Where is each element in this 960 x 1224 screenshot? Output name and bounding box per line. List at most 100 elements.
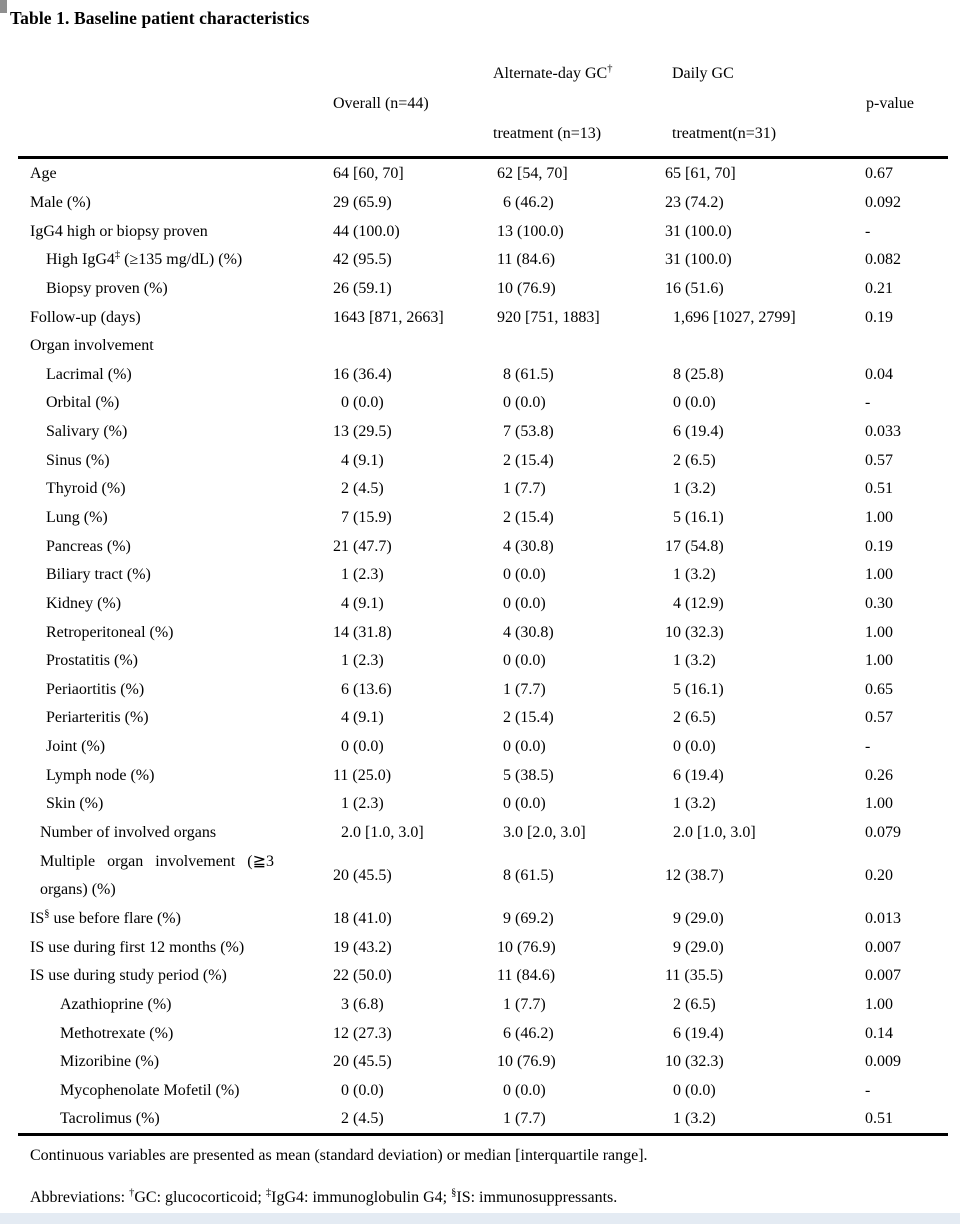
cell-overall: 1 (2.3) (341, 652, 384, 670)
row-label: Retroperitoneal (%) (46, 623, 174, 641)
cell-daily: 5 (16.1) (673, 509, 724, 526)
cell-daily: 0 (0.0) (673, 1081, 716, 1099)
cell-overall: 2 (4.5) (341, 480, 384, 498)
cell-alternate-day: 0 (0.0) (503, 566, 546, 584)
row-label: High IgG4‡ (≥135 mg/dL) (%) (46, 249, 243, 269)
cell-daily: 6 (19.4) (673, 423, 724, 441)
cell-p-value: 0.30 (865, 594, 893, 612)
cell-p-value: 0.013 (865, 909, 901, 927)
row-label: IS use during study period (%) (30, 967, 227, 985)
table-bottom-rule (18, 1133, 948, 1136)
cell-daily: 10 (32.3) (665, 623, 724, 641)
row-label: Pancreas (%) (46, 537, 131, 555)
cell-overall: 16 (36.4) (333, 365, 392, 383)
cell-daily: 6 (19.4) (673, 1024, 724, 1042)
cell-daily: 11 (35.5) (665, 967, 724, 985)
cell-alternate-day: 10 (76.9) (497, 938, 556, 956)
cell-p-value: 1.00 (865, 652, 893, 670)
cell-alternate-day: 6 (46.2) (503, 1024, 554, 1042)
cell-alternate-day: 8 (61.5) (503, 365, 554, 383)
cell-p-value: 0.082 (865, 251, 901, 269)
cell-alternate-day: 13 (100.0) (497, 222, 564, 240)
cell-daily: 31 (100.0) (665, 251, 732, 269)
cell-p-value: 0.033 (865, 423, 901, 441)
cell-p-value: 0.19 (865, 537, 893, 555)
table-row: Joint (%) 0 (0.0) 0 (0.0) 0 (0.0) - (18, 733, 948, 762)
row-label: Thyroid (%) (46, 480, 126, 498)
cell-p-value: 0.14 (865, 1024, 893, 1042)
cell-alternate-day: 2 (15.4) (503, 709, 554, 727)
row-label: Number of involved organs (40, 824, 217, 842)
cell-daily: 0 (0.0) (673, 394, 716, 412)
cell-alternate-day: 7 (53.8) (503, 423, 554, 441)
cell-overall: 4 (9.1) (341, 594, 384, 612)
cell-alternate-day: 8 (61.5) (503, 867, 554, 885)
cell-daily: 1,696 [1027, 2799] (673, 308, 796, 326)
cell-overall: 0 (0.0) (341, 394, 384, 412)
cell-alternate-day: 10 (76.9) (497, 1053, 556, 1071)
table-row: Follow-up (days) 1643 [871, 2663] 920 [751… (18, 303, 948, 332)
cell-daily: 23 (74.2) (665, 193, 724, 211)
table-row: Pancreas (%) 21 (47.7) 4 (30.8) 17 (54.8) 0.… (18, 532, 948, 561)
cell-daily: 2 (6.5) (673, 709, 716, 727)
cell-p-value: 1.00 (865, 623, 893, 641)
cell-p-value: 0.20 (865, 867, 893, 885)
cell-p-value: 0.092 (865, 193, 901, 211)
row-label: Salivary (%) (46, 423, 128, 441)
row-label: Multiple organ involvement (≧3 organs) (%… (40, 853, 274, 899)
cell-overall: 6 (13.6) (341, 680, 392, 698)
scrollbar-fragment (0, 0, 7, 13)
row-label: IS§ use before flare (%) (30, 908, 181, 927)
cell-overall: 1 (2.3) (341, 795, 384, 813)
cell-alternate-day: 920 [751, 1883] (497, 308, 600, 326)
cell-alternate-day: 5 (38.5) (503, 766, 554, 784)
column-header-overall: Overall (n=44) (333, 95, 429, 112)
cell-overall: 4 (9.1) (341, 451, 384, 469)
cell-alternate-day: 11 (84.6) (497, 251, 556, 269)
cell-overall: 21 (47.7) (333, 537, 392, 555)
row-label: Sinus (%) (46, 451, 110, 469)
cell-daily: 2 (6.5) (673, 995, 716, 1013)
cell-p-value: 1.00 (865, 995, 893, 1013)
column-header-daily-line2: treatment(n=31) (672, 125, 777, 142)
column-header-alternate-day-line1: Alternate-day GC† (493, 63, 613, 82)
table-row: Sinus (%) 4 (9.1) 2 (15.4) 2 (6.5) 0.57 (18, 446, 948, 475)
cell-p-value: 0.009 (865, 1053, 901, 1071)
row-label: Skin (%) (46, 795, 104, 813)
column-header-alternate-day-line2: treatment (n=13) (493, 125, 602, 142)
cell-daily: 9 (29.0) (673, 938, 724, 956)
row-label: Prostatitis (%) (46, 652, 138, 670)
table-row: Mycophenolate Mofetil (%) 0 (0.0) 0 (0.0) 0… (18, 1077, 948, 1106)
cell-overall: 1 (2.3) (341, 566, 384, 584)
cell-daily: 1 (3.2) (673, 1110, 716, 1128)
cell-daily: 9 (29.0) (673, 909, 724, 927)
cell-daily: 1 (3.2) (673, 795, 716, 813)
row-label: Follow-up (days) (30, 308, 141, 326)
table-row: Periarteritis (%) 4 (9.1) 2 (15.4) 2 (6.5) 0… (18, 704, 948, 733)
cell-overall: 4 (9.1) (341, 709, 384, 727)
cell-overall: 11 (25.0) (333, 766, 392, 784)
cell-daily: 0 (0.0) (673, 738, 716, 756)
cell-daily: 17 (54.8) (665, 537, 724, 555)
row-label: IgG4 high or biopsy proven (30, 222, 208, 240)
row-label: Periaortitis (%) (46, 680, 145, 698)
cell-overall: 29 (65.9) (333, 193, 392, 211)
table-row: IS use during study period (%) 22 (50.0) 1… (18, 962, 948, 991)
cell-p-value: 1.00 (865, 509, 893, 526)
cell-overall: 26 (59.1) (333, 279, 392, 297)
table-row: Multiple organ involvement (≧3 organs) (%… (18, 847, 948, 904)
row-label: Lung (%) (46, 509, 108, 526)
table-row: IS use during first 12 months (%) 19 (43.… (18, 933, 948, 962)
row-label: Orbital (%) (46, 394, 120, 412)
table-row: Lacrimal (%) 16 (36.4) 8 (61.5) 8 (25.8) 0.0… (18, 360, 948, 389)
table-row: Age 64 [60, 70] 62 [54, 70] 65 [61, 70] 0.67 (18, 160, 948, 189)
row-label: Azathioprine (%) (60, 995, 172, 1013)
cell-overall: 1643 [871, 2663] (333, 308, 444, 326)
cell-alternate-day: 62 [54, 70] (497, 165, 568, 183)
row-label: Methotrexate (%) (60, 1024, 174, 1042)
table-row: Biopsy proven (%) 26 (59.1) 10 (76.9) 16 (5… (18, 275, 948, 304)
cell-overall: 19 (43.2) (333, 938, 392, 956)
cell-alternate-day: 2 (15.4) (503, 509, 554, 526)
footnote-abbreviations: Abbreviations: †GC: glucocorticoid; ‡IgG… (30, 1187, 618, 1206)
row-label: Male (%) (30, 193, 91, 211)
